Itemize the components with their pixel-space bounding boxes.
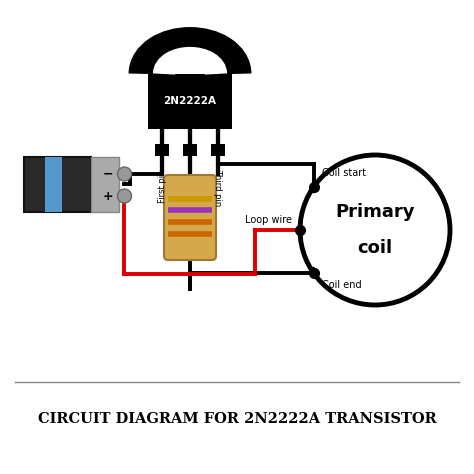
Bar: [183, 144, 197, 156]
Circle shape: [118, 189, 131, 203]
Text: −: −: [103, 167, 113, 181]
Text: Coil end: Coil end: [321, 280, 361, 290]
Text: Coil start: Coil start: [321, 168, 365, 178]
FancyBboxPatch shape: [164, 175, 216, 260]
Bar: [148, 74, 232, 129]
Bar: [91, 156, 119, 211]
Circle shape: [304, 159, 446, 301]
Text: coil: coil: [357, 239, 392, 257]
Text: First pin: First pin: [158, 169, 167, 202]
Text: +: +: [103, 190, 113, 202]
Text: Primary: Primary: [335, 203, 415, 221]
Bar: [155, 144, 169, 156]
Text: Loop wire: Loop wire: [245, 215, 292, 225]
Text: Third pin: Third pin: [213, 169, 222, 206]
Text: CIRCUIT DIAGRAM FOR 2N2222A TRANSISTOR: CIRCUIT DIAGRAM FOR 2N2222A TRANSISTOR: [37, 412, 437, 426]
Circle shape: [118, 167, 131, 181]
Text: 2N2222A: 2N2222A: [164, 96, 217, 106]
Bar: [211, 144, 225, 156]
Circle shape: [300, 155, 450, 305]
Bar: [25, 156, 91, 211]
Bar: [46, 156, 63, 211]
